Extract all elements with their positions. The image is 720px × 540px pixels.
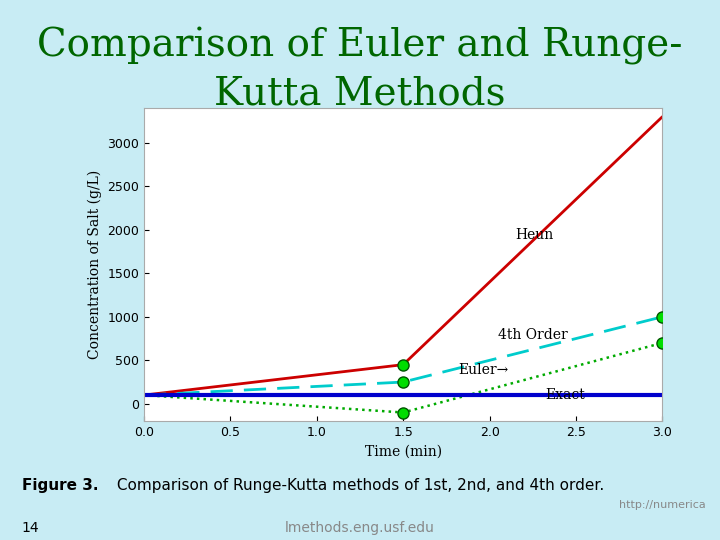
Text: 14: 14 — [22, 521, 39, 535]
Text: http://numerica: http://numerica — [619, 500, 706, 510]
Text: Exact: Exact — [545, 388, 585, 402]
Text: Kutta Methods: Kutta Methods — [215, 76, 505, 113]
Text: Heun: Heun — [516, 227, 554, 241]
Text: 4th Order: 4th Order — [498, 328, 568, 342]
Y-axis label: Concentration of Salt (g/L): Concentration of Salt (g/L) — [87, 170, 102, 359]
Text: Figure 3.: Figure 3. — [22, 478, 98, 493]
Text: lmethods.eng.usf.edu: lmethods.eng.usf.edu — [285, 521, 435, 535]
X-axis label: Time (min): Time (min) — [364, 444, 442, 458]
Text: Comparison of Runge-Kutta methods of 1st, 2nd, and 4th order.: Comparison of Runge-Kutta methods of 1st… — [112, 478, 604, 493]
Text: Comparison of Euler and Runge-: Comparison of Euler and Runge- — [37, 27, 683, 65]
Text: Euler→: Euler→ — [459, 363, 509, 377]
